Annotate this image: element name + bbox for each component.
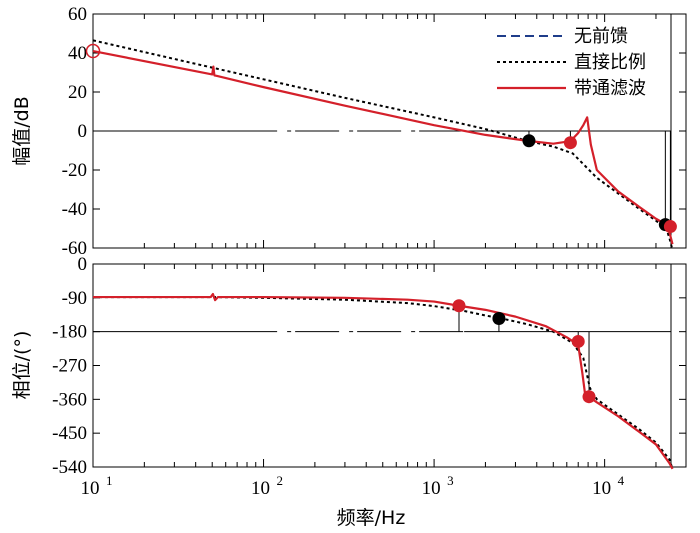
y-tick-label: -90 xyxy=(62,288,87,309)
legend-label-2: 带通滤波 xyxy=(574,78,646,99)
phase-x-ticks: 10 1 10 2 10 3 10 4 xyxy=(81,473,625,499)
y-tick-label: -450 xyxy=(52,423,87,444)
phase-y-axis-label: 相位/(°) xyxy=(11,331,33,400)
marker-point xyxy=(563,136,577,150)
legend-label-1: 直接比例 xyxy=(574,52,646,73)
magnitude-panel: 60 40 20 0 -20 -40 -60 幅值/dB 无前馈 直接比例 带通滤波 xyxy=(11,4,687,259)
magnitude-minor-ticks xyxy=(92,14,687,248)
x-tick-label: 10 xyxy=(422,478,441,499)
marker-point xyxy=(492,312,506,326)
phase-panel: 0 -90 -180 -270 -360 -450 -540 10 1 10 2 10 3 10 4 相位… xyxy=(11,254,687,529)
phase-plot-frame xyxy=(92,263,687,468)
series-line-0 xyxy=(93,296,674,470)
y-tick-label: 40 xyxy=(68,43,87,64)
y-tick-label: -20 xyxy=(62,160,87,181)
x-tick-label: 10 xyxy=(592,478,611,499)
phase-series xyxy=(93,292,674,470)
magnitude-markers xyxy=(85,43,677,234)
y-tick-label: -60 xyxy=(62,238,87,259)
series-line-1 xyxy=(93,292,674,470)
marker-point xyxy=(571,334,585,348)
magnitude-reference-lines xyxy=(93,14,672,248)
magnitude-y-axis-label: 幅值/dB xyxy=(11,96,33,166)
marker-point xyxy=(452,299,466,313)
y-tick-label: -40 xyxy=(62,199,87,220)
x-tick-exponent: 2 xyxy=(277,473,284,488)
x-tick-exponent: 1 xyxy=(106,473,113,488)
marker-point xyxy=(663,220,677,234)
phase-markers xyxy=(452,299,596,404)
marker-point xyxy=(522,134,536,148)
x-tick-exponent: 3 xyxy=(447,473,454,488)
y-tick-label: 0 xyxy=(78,121,88,142)
x-tick-exponent: 4 xyxy=(618,473,625,488)
y-tick-label: -270 xyxy=(52,356,87,377)
y-tick-label: 60 xyxy=(68,4,87,25)
series-line-1 xyxy=(92,39,674,251)
x-tick-label: 10 xyxy=(251,478,270,499)
marker-point xyxy=(85,43,101,59)
marker-point xyxy=(582,390,596,404)
x-axis-label: 频率/Hz xyxy=(337,507,406,529)
y-tick-label: -360 xyxy=(52,389,87,410)
y-tick-label: 0 xyxy=(78,254,88,275)
y-tick-label: -180 xyxy=(52,322,87,343)
y-tick-label: -540 xyxy=(52,457,87,478)
phase-minor-ticks xyxy=(92,264,687,467)
legend-label-0: 无前馈 xyxy=(574,26,628,47)
x-tick-label: 10 xyxy=(81,478,100,499)
magnitude-y-ticks: 60 40 20 0 -20 -40 -60 xyxy=(62,4,686,259)
phase-y-ticks: 0 -90 -180 -270 -360 -450 -540 xyxy=(52,254,686,478)
legend: 无前馈 直接比例 带通滤波 xyxy=(497,26,646,99)
y-tick-label: 20 xyxy=(68,82,87,103)
